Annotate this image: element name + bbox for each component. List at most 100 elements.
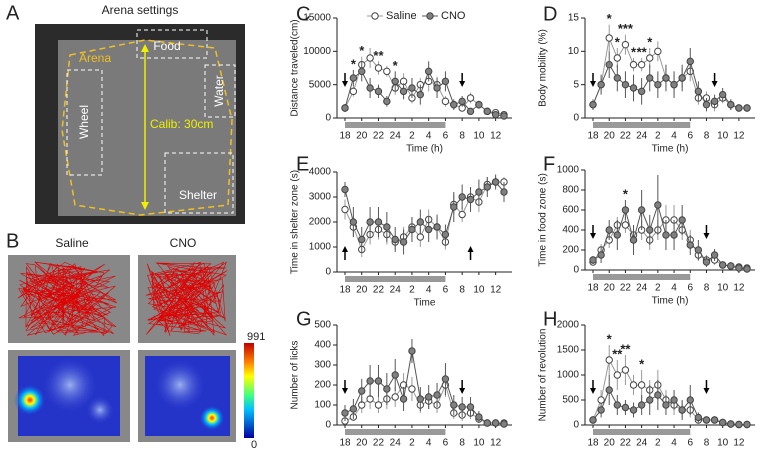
arena-label: Arena <box>79 51 111 65</box>
x-tick-label: 8 <box>459 285 465 296</box>
data-point <box>694 413 703 422</box>
wheel-box <box>66 69 103 176</box>
data-point <box>629 406 638 414</box>
data-point <box>408 385 416 393</box>
data-point <box>349 74 358 82</box>
track-path <box>145 261 228 337</box>
data-point <box>702 100 711 109</box>
data-point <box>349 218 358 226</box>
data-point <box>678 216 686 224</box>
data-point <box>374 87 383 96</box>
y-tick-label: 0 <box>573 265 579 276</box>
data-point <box>621 221 630 229</box>
data-point <box>433 84 441 92</box>
data-point <box>621 206 630 214</box>
x-tick-label: 2 <box>409 131 415 142</box>
data-point <box>374 401 383 409</box>
y-tick-label: 800 <box>562 185 579 196</box>
significance: ** <box>637 44 648 59</box>
data-point <box>654 391 662 399</box>
y-tick-label: 4000 <box>309 167 332 178</box>
dark-phase-bar <box>345 122 446 128</box>
x-tick-label: 2 <box>655 438 661 449</box>
dark-phase-bar <box>593 122 691 128</box>
data-point <box>349 87 358 96</box>
y-axis-title: Time in shelter zone (s) <box>290 170 301 274</box>
data-point <box>458 403 466 411</box>
data-point <box>621 366 630 374</box>
x-tick-label: 20 <box>604 438 616 449</box>
y-tick-label: 0 <box>573 420 579 431</box>
x-tick-label: 12 <box>733 131 745 142</box>
data-point <box>475 413 483 421</box>
y-tick-label: 15 <box>568 13 580 24</box>
data-point <box>416 90 425 99</box>
significance: * <box>647 34 653 49</box>
x-tick-label: 22 <box>620 283 632 294</box>
data-point <box>483 107 491 116</box>
data-point <box>597 251 605 259</box>
legend-label: Saline <box>386 10 417 22</box>
data-point <box>391 235 399 244</box>
heat-spot <box>14 384 46 416</box>
data-point <box>341 104 349 112</box>
arrow-head <box>342 246 348 252</box>
heat-spot <box>86 396 114 424</box>
significance: * <box>615 34 621 49</box>
arena-floor <box>58 40 236 216</box>
significance: * <box>631 44 637 59</box>
x-tick-label: 24 <box>636 283 648 294</box>
heat-spot <box>42 357 98 413</box>
x-tick-label: 10 <box>473 438 485 449</box>
water-label: Water <box>212 75 226 107</box>
panel-letter: G <box>296 308 312 330</box>
arrow-head <box>467 246 474 252</box>
y-axis-title: Body mobility (%) <box>538 29 549 107</box>
arrow-head <box>141 202 149 210</box>
y-tick-label: 500 <box>314 320 331 331</box>
x-tick-label: 10 <box>717 283 729 294</box>
group-label: CNO <box>170 236 197 250</box>
data-point <box>710 97 719 106</box>
calib-label: Calib: 30cm <box>150 117 213 131</box>
data-point <box>391 393 399 401</box>
x-tick-label: 8 <box>704 131 710 142</box>
x-tick-label: 20 <box>604 131 616 142</box>
data-point <box>475 100 483 109</box>
colorbar-min: 0 <box>251 439 257 451</box>
x-tick-label: 18 <box>339 285 351 296</box>
x-tick-label: 24 <box>390 285 402 296</box>
data-point <box>710 416 719 424</box>
data-point <box>662 231 670 239</box>
x-tick-label: 6 <box>443 438 449 449</box>
arrow-head <box>342 388 348 394</box>
data-point <box>383 385 391 393</box>
data-point <box>341 185 349 194</box>
arrow-head <box>342 81 348 87</box>
x-tick-label: 2 <box>655 131 661 142</box>
data-point <box>416 233 425 241</box>
data-point <box>341 409 349 417</box>
data-point <box>416 395 425 403</box>
arrow-head <box>459 388 466 394</box>
data-point <box>466 94 475 102</box>
x-tick-label: 8 <box>459 438 465 449</box>
data-point <box>450 100 458 109</box>
y-tick-label: 400 <box>562 225 579 236</box>
panel-letter: H <box>543 308 557 330</box>
data-point <box>735 420 743 429</box>
data-point <box>637 87 646 96</box>
significance: ** <box>620 341 631 356</box>
x-tick-label: 6 <box>687 438 693 449</box>
x-tick-label: 12 <box>490 438 502 449</box>
data-point <box>727 262 735 270</box>
arena-outline <box>61 39 233 216</box>
data-point <box>597 406 605 414</box>
data-point <box>458 210 466 219</box>
data-point <box>629 381 638 389</box>
data-point <box>621 403 630 412</box>
legend-label: CNO <box>441 10 466 22</box>
data-point <box>637 206 646 214</box>
data-point <box>605 386 613 394</box>
data-point <box>450 203 458 211</box>
